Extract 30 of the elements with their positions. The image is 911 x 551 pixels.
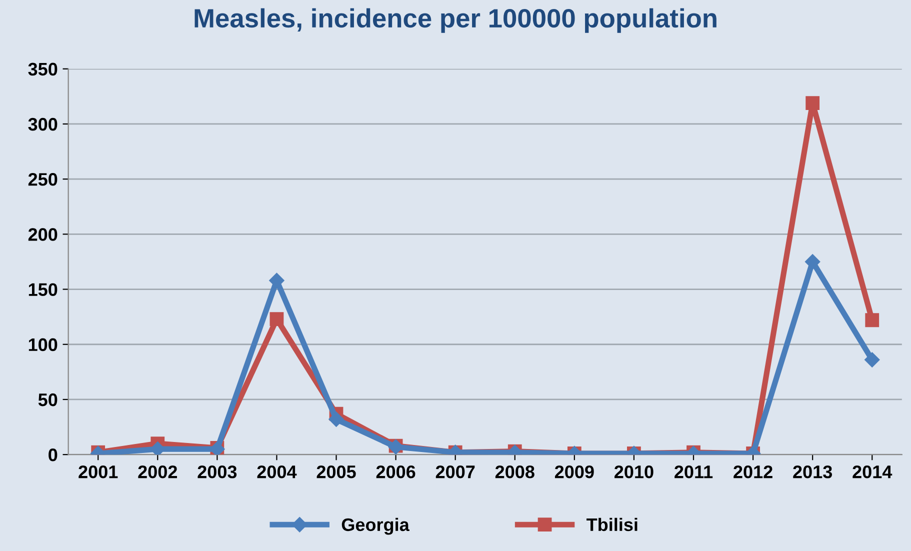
- x-tick-label: 2012: [734, 465, 772, 478]
- point: [269, 272, 284, 288]
- y-tick-label: 0: [48, 448, 58, 462]
- y-tick-label: 100: [28, 338, 58, 352]
- x-tick-label: 2013: [793, 465, 832, 478]
- x-tick-label: 2001: [78, 465, 118, 478]
- point: [270, 312, 284, 326]
- x-tick-label: 2011: [674, 465, 713, 478]
- x-tick-label: 2008: [495, 465, 534, 478]
- x-tick-label: 2010: [614, 465, 654, 478]
- x-tick-label: 2005: [316, 465, 356, 478]
- x-tick-label: 2014: [852, 465, 892, 478]
- y-tick-label: 50: [38, 393, 58, 406]
- y-tick-label: 250: [28, 173, 58, 186]
- x-tick-label: 2006: [376, 465, 416, 478]
- y-tick-label: 200: [28, 228, 58, 241]
- x-tick-label: 2009: [554, 465, 594, 478]
- point: [865, 313, 880, 328]
- x-tick-label: 2002: [138, 465, 177, 478]
- x-tick-label: 2007: [436, 465, 475, 478]
- legend-label: Tbilisi: [586, 518, 638, 532]
- y-tick-label: 350: [28, 62, 58, 76]
- legend-label: Georgia: [342, 518, 410, 535]
- point: [805, 254, 820, 270]
- point: [864, 352, 880, 368]
- y-tick-label: 300: [28, 118, 58, 131]
- y-tick-label: 150: [28, 283, 58, 296]
- x-tick-label: 2003: [198, 465, 237, 478]
- chart-title: Measles, incidence per 100000 population: [194, 8, 716, 33]
- x-tick-label: 2004: [257, 465, 297, 478]
